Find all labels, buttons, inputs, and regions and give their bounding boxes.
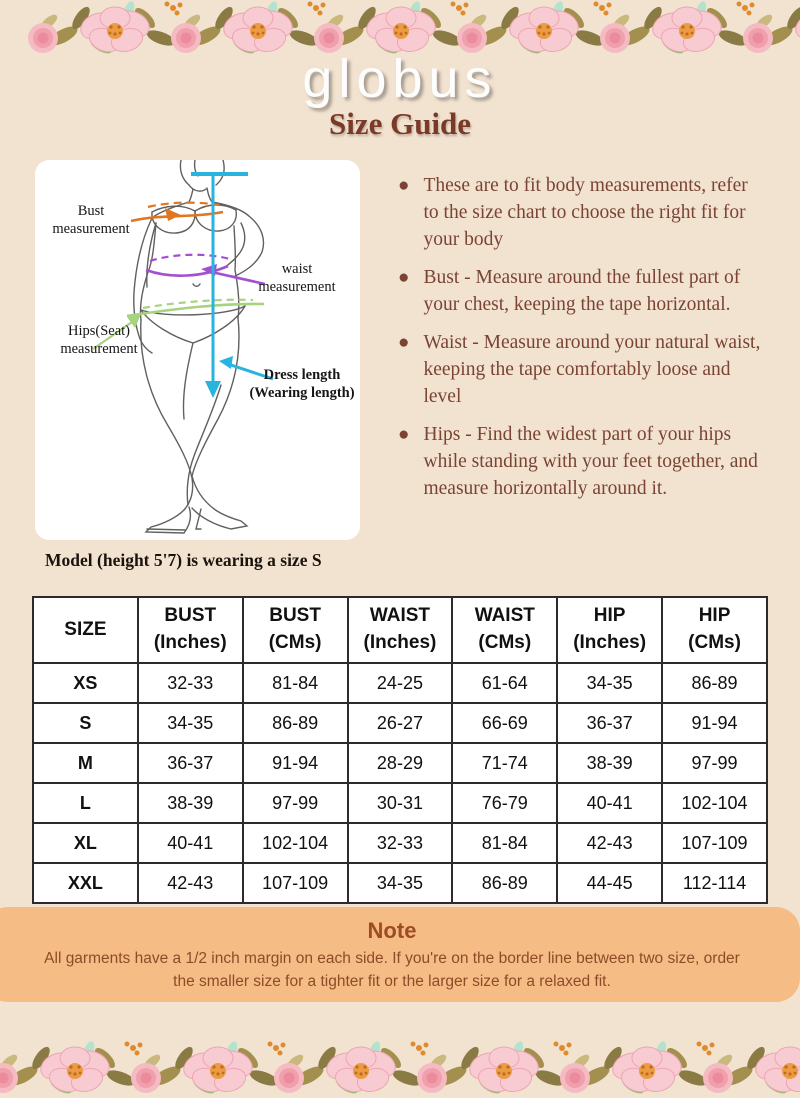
bullet-icon: ● [398,332,410,353]
note-body: All garments have a 1/2 inch margin on e… [44,950,740,991]
column-header-waist-cm: WAIST (CMs) [451,596,559,664]
table-row: M 36-37 91-94 28-29 71-74 38-39 97-99 [32,742,768,784]
waist-measurement-label: waist measurement [258,261,336,296]
bust-measurement-label: Bust measurement [52,203,130,238]
hips-measurement-line [92,298,265,350]
cell: 112-114 [661,862,768,904]
cell: 86-89 [661,662,768,704]
cell: 30-31 [346,782,454,824]
cell: 71-74 [451,742,559,784]
cell: 40-41 [136,822,244,864]
cell: 42-43 [136,862,244,904]
dress-length-line [191,172,274,384]
note-section: Note All garments have a 1/2 inch margin… [0,907,800,1002]
figure-illustration [92,160,274,534]
size-label: L [32,782,139,824]
cell: 86-89 [241,702,349,744]
size-label: XL [32,822,139,864]
cell: 36-37 [136,742,244,784]
floral-border-bottom [0,1040,800,1097]
cell: 34-35 [556,662,664,704]
tip-text: Waist - Measure around your natural wais… [423,332,761,407]
bust-arrowhead [165,208,181,221]
dress-length-arrowhead [205,381,221,398]
table-row: L 38-39 97-99 30-31 76-79 40-41 102-104 [32,782,768,824]
cell: 28-29 [346,742,454,784]
size-label: S [32,702,139,744]
cell: 102-104 [241,822,349,864]
cell: 24-25 [346,662,454,704]
hips-measurement-label: Hips(Seat) measurement [60,323,138,358]
cell: 61-64 [451,662,559,704]
table-row: S 34-35 86-89 26-27 66-69 36-37 91-94 [32,702,768,744]
column-header-size: SIZE [32,596,139,664]
list-item: ● Hips - Find the widest part of your hi… [398,421,790,502]
hips-arrowhead [127,314,141,328]
cell: 97-99 [661,742,768,784]
model-size-note: Model (height 5'7) is wearing a size S [45,550,322,570]
cell: 81-84 [451,822,559,864]
dress-length-label: Dress length (Wearing length) [249,367,355,402]
cell: 32-33 [136,662,244,704]
tip-text: Hips - Find the widest part of your hips… [423,424,758,499]
cell: 76-79 [451,782,559,824]
cell: 107-109 [661,822,768,864]
tip-text: These are to fit body measurements, refe… [423,175,748,250]
cell: 44-45 [556,862,664,904]
bullet-icon: ● [398,175,410,196]
measurement-tips-list: ● These are to fit body measurements, re… [398,172,790,513]
cell: 42-43 [556,822,664,864]
table-header-row: SIZE BUST (Inches) BUST (CMs) WAIST (Inc… [32,596,768,664]
waist-measurement-line [145,253,266,286]
dress-length-arrowhead2 [219,356,233,369]
cell: 91-94 [241,742,349,784]
cell: 34-35 [136,702,244,744]
table-row: XS 32-33 81-84 24-25 61-64 34-35 86-89 [32,662,768,704]
cell: 102-104 [661,782,768,824]
cell: 107-109 [241,862,349,904]
figure-outline [133,160,265,534]
cell: 40-41 [556,782,664,824]
list-item: ● Waist - Measure around your natural wa… [398,329,790,410]
column-header-bust-in: BUST (Inches) [136,596,244,664]
size-chart-table: SIZE BUST (Inches) BUST (CMs) WAIST (Inc… [32,596,768,904]
list-item: ● Bust - Measure around the fullest part… [398,264,790,318]
cell: 86-89 [451,862,559,904]
list-item: ● These are to fit body measurements, re… [398,172,790,253]
column-header-hip-cm: HIP (CMs) [661,596,768,664]
measurement-diagram-card: Bust measurement waist measurement Hips(… [35,160,360,540]
cell: 26-27 [346,702,454,744]
cell: 36-37 [556,702,664,744]
cell: 38-39 [136,782,244,824]
column-header-bust-cm: BUST (CMs) [241,596,349,664]
bullet-icon: ● [398,267,410,288]
note-title: Note [367,918,417,943]
size-label: XXL [32,862,139,904]
brand-logo: globus [302,49,498,109]
column-header-waist-in: WAIST (Inches) [346,596,454,664]
size-label: XS [32,662,139,704]
cell: 97-99 [241,782,349,824]
cell: 91-94 [661,702,768,744]
cell: 81-84 [241,662,349,704]
cell: 66-69 [451,702,559,744]
table-row: XL 40-41 102-104 32-33 81-84 42-43 107-1… [32,822,768,864]
tip-text: Bust - Measure around the fullest part o… [423,267,741,315]
size-label: M [32,742,139,784]
bullet-icon: ● [398,424,410,445]
cell: 38-39 [556,742,664,784]
table-row: XXL 42-43 107-109 34-35 86-89 44-45 112-… [32,862,768,904]
cell: 34-35 [346,862,454,904]
page-title: Size Guide [328,106,472,141]
column-header-hip-in: HIP (Inches) [556,596,664,664]
cell: 32-33 [346,822,454,864]
